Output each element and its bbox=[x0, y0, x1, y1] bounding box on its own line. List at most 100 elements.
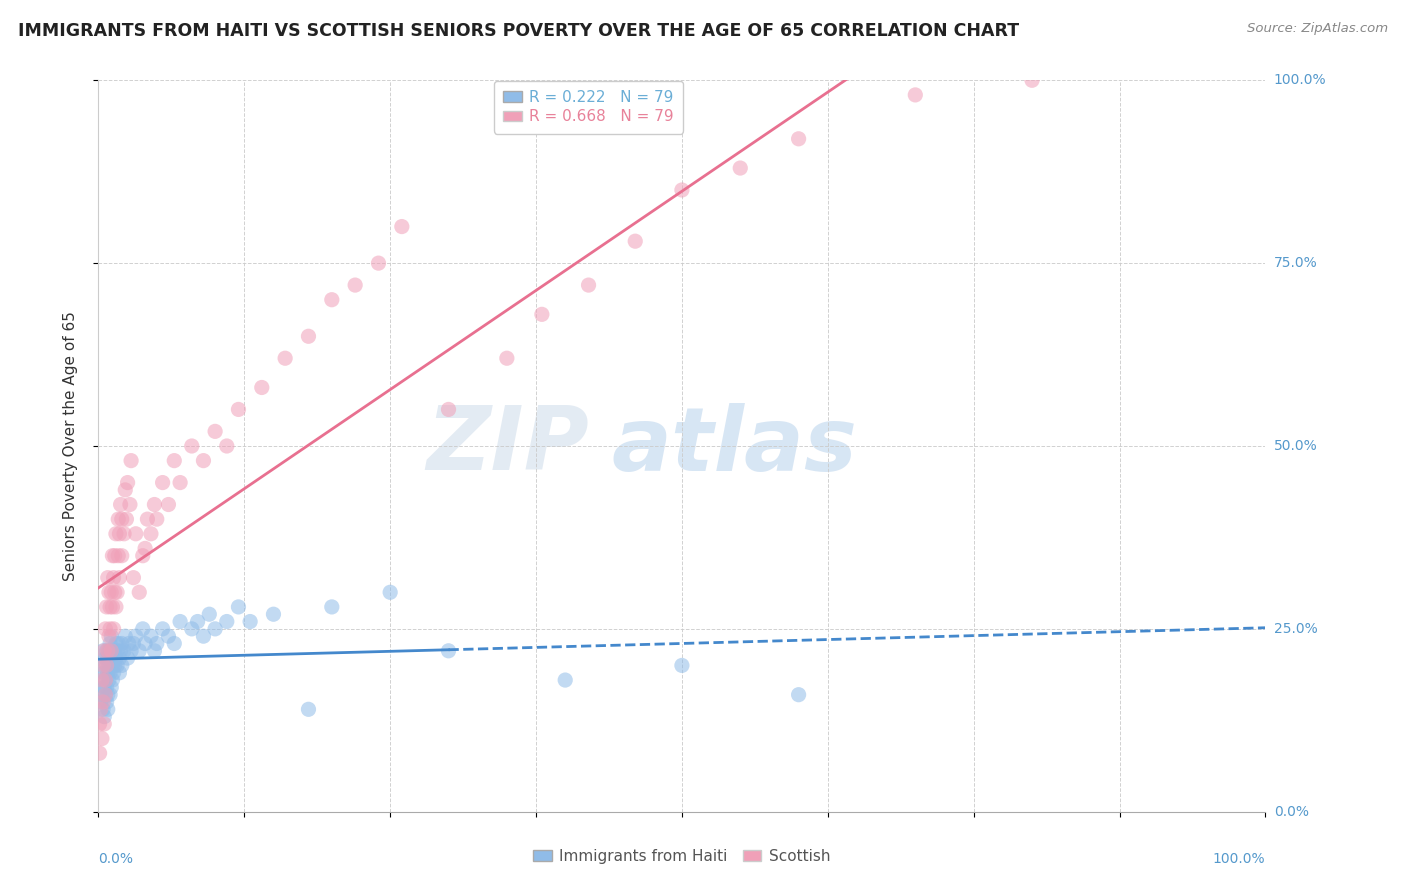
Point bbox=[103, 651, 125, 665]
Point bbox=[108, 665, 131, 680]
Point bbox=[97, 644, 120, 658]
Point bbox=[180, 622, 202, 636]
Point bbox=[139, 526, 162, 541]
Point bbox=[93, 709, 115, 723]
Point bbox=[114, 483, 136, 497]
Point bbox=[118, 498, 141, 512]
Point bbox=[96, 599, 118, 614]
Point bbox=[157, 498, 180, 512]
Point bbox=[100, 651, 122, 665]
Point bbox=[215, 615, 238, 629]
Point bbox=[103, 571, 125, 585]
Point bbox=[98, 622, 121, 636]
Point bbox=[437, 644, 460, 658]
Point bbox=[96, 681, 118, 695]
Point bbox=[96, 644, 118, 658]
Point bbox=[146, 512, 169, 526]
Point bbox=[180, 439, 202, 453]
Point bbox=[134, 636, 156, 650]
Point bbox=[730, 161, 752, 175]
Point bbox=[152, 622, 174, 636]
Point bbox=[111, 658, 134, 673]
Point bbox=[530, 307, 553, 321]
Point bbox=[297, 329, 319, 343]
Text: 0.0%: 0.0% bbox=[98, 852, 134, 866]
Point bbox=[104, 636, 127, 650]
Point bbox=[97, 629, 120, 643]
Point bbox=[250, 380, 273, 394]
Point bbox=[94, 688, 117, 702]
Point bbox=[104, 651, 127, 665]
Point bbox=[97, 644, 120, 658]
Point bbox=[89, 717, 111, 731]
Point bbox=[97, 651, 120, 665]
Point bbox=[152, 475, 174, 490]
Point bbox=[132, 622, 155, 636]
Point bbox=[94, 651, 117, 665]
Point bbox=[105, 585, 128, 599]
Point bbox=[146, 636, 169, 650]
Point bbox=[117, 475, 139, 490]
Point bbox=[904, 87, 927, 102]
Point bbox=[120, 453, 142, 467]
Point bbox=[104, 549, 127, 563]
Point bbox=[163, 636, 186, 650]
Point bbox=[1021, 73, 1043, 87]
Point bbox=[114, 629, 136, 643]
Point bbox=[169, 615, 191, 629]
Point bbox=[91, 695, 114, 709]
Text: ZIP: ZIP bbox=[426, 402, 589, 490]
Point bbox=[111, 636, 134, 650]
Point bbox=[107, 512, 129, 526]
Point bbox=[89, 673, 111, 687]
Point bbox=[105, 644, 128, 658]
Point bbox=[169, 475, 191, 490]
Point bbox=[193, 629, 215, 643]
Point bbox=[136, 512, 159, 526]
Point bbox=[98, 688, 121, 702]
Point bbox=[239, 615, 262, 629]
Point bbox=[122, 571, 145, 585]
Point bbox=[578, 278, 600, 293]
Point bbox=[110, 498, 132, 512]
Point bbox=[107, 549, 129, 563]
Point bbox=[380, 585, 402, 599]
Point bbox=[228, 402, 250, 417]
Point bbox=[132, 549, 155, 563]
Point bbox=[104, 585, 127, 599]
Point bbox=[122, 636, 145, 650]
Point bbox=[101, 658, 124, 673]
Point bbox=[204, 425, 226, 439]
Point bbox=[117, 651, 139, 665]
Point bbox=[98, 665, 121, 680]
Point bbox=[143, 644, 166, 658]
Point bbox=[367, 256, 389, 270]
Point bbox=[101, 644, 124, 658]
Point bbox=[97, 665, 120, 680]
Point bbox=[215, 439, 238, 453]
Point bbox=[104, 644, 127, 658]
Point bbox=[100, 629, 122, 643]
Point bbox=[100, 585, 122, 599]
Point bbox=[98, 599, 121, 614]
Point bbox=[297, 702, 319, 716]
Point bbox=[624, 234, 647, 248]
Legend: Immigrants from Haiti, Scottish: Immigrants from Haiti, Scottish bbox=[527, 843, 837, 870]
Point bbox=[163, 453, 186, 467]
Point bbox=[94, 673, 117, 687]
Point bbox=[90, 731, 112, 746]
Point bbox=[93, 665, 115, 680]
Text: Source: ZipAtlas.com: Source: ZipAtlas.com bbox=[1247, 22, 1388, 36]
Point bbox=[93, 644, 115, 658]
Point bbox=[97, 688, 120, 702]
Point bbox=[437, 402, 460, 417]
Point bbox=[120, 644, 142, 658]
Text: 100.0%: 100.0% bbox=[1274, 73, 1326, 87]
Point bbox=[321, 599, 343, 614]
Point bbox=[101, 673, 124, 687]
Point bbox=[157, 629, 180, 643]
Point bbox=[671, 183, 693, 197]
Point bbox=[97, 571, 120, 585]
Point bbox=[128, 644, 150, 658]
Text: 25.0%: 25.0% bbox=[1274, 622, 1317, 636]
